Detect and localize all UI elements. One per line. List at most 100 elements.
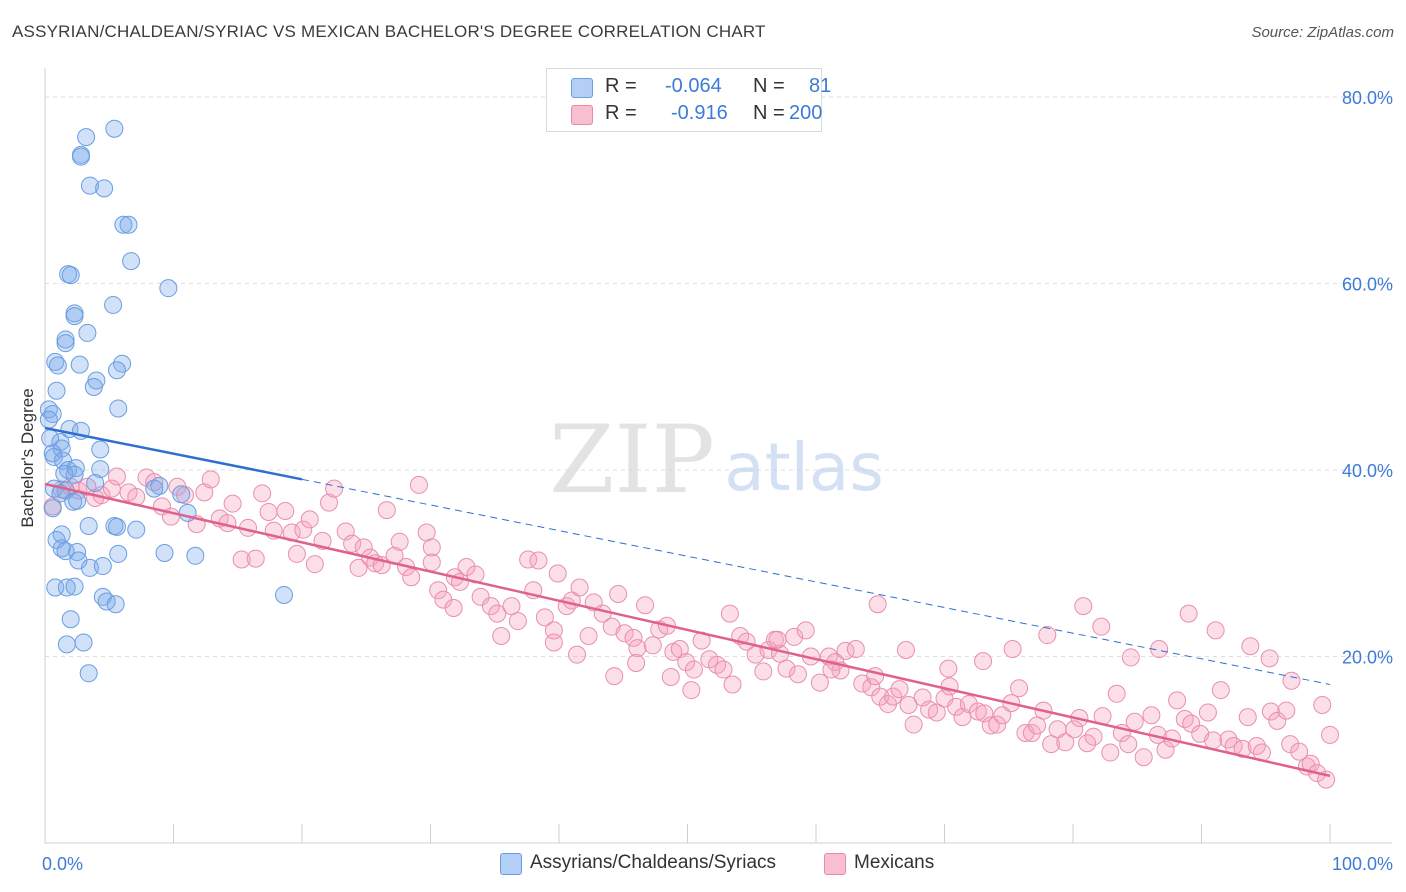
- data-point-mexicans: [720, 604, 739, 623]
- data-point-assyrians: [107, 361, 126, 380]
- data-point-mexicans: [627, 654, 646, 673]
- data-point-assyrians: [61, 610, 80, 629]
- data-point-assyrians: [84, 378, 103, 397]
- data-point-mexicans: [246, 549, 265, 568]
- data-point-mexicans: [768, 630, 787, 649]
- data-point-mexicans: [390, 532, 409, 551]
- data-point-assyrians: [78, 323, 97, 342]
- data-point-mexicans: [544, 621, 563, 640]
- data-point-mexicans: [677, 653, 696, 672]
- data-point-assyrians: [70, 355, 89, 374]
- data-point-mexicans: [1238, 708, 1257, 727]
- data-point-mexicans: [567, 645, 586, 664]
- data-point-mexicans: [1142, 706, 1161, 725]
- data-point-mexicans: [890, 680, 909, 699]
- data-point-mexicans: [1078, 734, 1097, 753]
- data-point-mexicans: [508, 612, 527, 631]
- data-point-assyrians: [68, 491, 87, 510]
- data-point-assyrians: [172, 485, 191, 504]
- data-point-mexicans: [777, 659, 796, 678]
- data-point-mexicans: [300, 510, 319, 529]
- data-point-mexicans: [1182, 714, 1201, 733]
- data-point-mexicans: [1317, 770, 1336, 789]
- data-point-assyrians: [127, 520, 146, 539]
- data-point-assyrians: [79, 664, 98, 683]
- legend-swatch-pink: [571, 105, 593, 125]
- data-point-mexicans: [492, 626, 511, 645]
- trend-lines: [44, 426, 1331, 778]
- source-label: Source: ZipAtlas.com: [1251, 24, 1394, 41]
- data-point-mexicans: [1056, 733, 1075, 752]
- legend-r-value: -0.916: [671, 102, 728, 124]
- data-point-mexicans: [417, 523, 436, 542]
- data-point-mexicans: [605, 667, 624, 686]
- y-axis-label: Bachelor's Degree: [18, 388, 37, 527]
- grid-lines: [45, 96, 1392, 657]
- data-point-mexicans: [1003, 640, 1022, 659]
- data-point-assyrians: [122, 252, 141, 271]
- data-point-mexicans: [1290, 742, 1309, 761]
- data-point-mexicans: [810, 673, 829, 692]
- data-point-assyrians: [65, 307, 84, 326]
- data-point-mexicans: [488, 604, 507, 623]
- data-point-assyrians: [91, 440, 110, 459]
- data-point-mexicans: [1107, 684, 1126, 703]
- y-tick-label: 40.0%: [1342, 461, 1393, 481]
- data-point-mexicans: [1313, 695, 1332, 714]
- data-point-mexicans: [708, 655, 727, 674]
- data-point-assyrians: [114, 215, 133, 234]
- data-point-mexicans: [959, 695, 978, 714]
- data-point-mexicans: [896, 640, 915, 659]
- data-point-mexicans: [615, 624, 634, 643]
- data-point-mexicans: [988, 715, 1007, 734]
- data-point-mexicans: [1206, 621, 1225, 640]
- data-point-mexicans: [343, 534, 362, 553]
- data-point-mexicans: [519, 550, 538, 569]
- data-point-mexicans: [624, 628, 643, 647]
- data-point-mexicans: [939, 659, 958, 678]
- x-tick-label-min: 0.0%: [42, 854, 83, 874]
- data-point-mexicans: [548, 564, 567, 583]
- data-point-mexicans: [1233, 739, 1252, 758]
- data-point-assyrians: [66, 459, 85, 478]
- data-point-assyrians: [145, 479, 164, 498]
- data-point-mexicans: [305, 555, 324, 574]
- trend-line-mexicans: [44, 482, 1331, 778]
- data-point-mexicans: [789, 665, 808, 684]
- data-point-mexicans: [682, 681, 701, 700]
- data-point-assyrians: [93, 557, 112, 576]
- data-point-assyrians: [52, 525, 71, 544]
- data-point-assyrians: [77, 128, 96, 147]
- data-point-mexicans: [570, 578, 589, 597]
- data-point-mexicans: [904, 715, 923, 734]
- data-point-mexicans: [195, 483, 214, 502]
- data-point-mexicans: [102, 479, 121, 498]
- data-point-mexicans: [422, 538, 441, 557]
- data-point-assyrians: [79, 516, 98, 535]
- data-point-mexicans: [868, 595, 887, 614]
- data-point-mexicans: [1065, 720, 1084, 739]
- data-point-mexicans: [1010, 679, 1029, 698]
- data-point-mexicans: [1101, 743, 1120, 762]
- stats-legend: R = -0.064 N = 81 R = -0.916 N = 200: [546, 68, 831, 132]
- y-tick-label: 60.0%: [1342, 275, 1393, 295]
- data-point-mexicans: [579, 626, 598, 645]
- data-point-assyrians: [43, 499, 62, 518]
- chart-title: ASSYRIAN/CHALDEAN/SYRIAC VS MEXICAN BACH…: [12, 22, 766, 41]
- data-point-mexicans: [1156, 740, 1175, 759]
- data-point-mexicans: [643, 636, 662, 655]
- data-point-mexicans: [1092, 617, 1111, 636]
- trend-line-assyrians: [44, 426, 303, 481]
- series-mexicans: [43, 467, 1339, 789]
- data-point-mexicans: [223, 494, 242, 513]
- data-point-assyrians: [109, 399, 128, 418]
- data-point-mexicans: [1084, 727, 1103, 746]
- data-point-assyrians: [57, 635, 76, 654]
- data-point-mexicans: [609, 585, 628, 604]
- data-point-assyrians: [105, 119, 124, 138]
- data-point-mexicans: [529, 551, 548, 570]
- data-point-mexicans: [201, 470, 220, 489]
- data-point-mexicans: [1277, 701, 1296, 720]
- data-point-mexicans: [974, 652, 993, 671]
